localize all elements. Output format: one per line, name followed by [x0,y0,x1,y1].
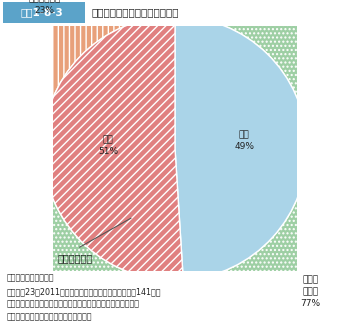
Text: 図表1-8-3: 図表1-8-3 [21,7,64,17]
FancyBboxPatch shape [3,2,85,23]
Text: 増加
49%: 増加 49% [234,131,254,152]
Text: 注：平成23（2011）年度に総合化事業計画を開始した141事業
　者について、取組から５年目における総合化事業関連の売上
　高と経常利益を計画認定申請時と比較: 注：平成23（2011）年度に総合化事業計画を開始した141事業 者について、取… [7,287,161,321]
Text: 売上高
の増加
77%: 売上高 の増加 77% [300,276,320,308]
Wedge shape [43,16,183,280]
Text: 売上高の減少
23%: 売上高の減少 23% [29,0,61,15]
Wedge shape [175,16,307,280]
Text: 認定事業者の売上高と経常利益: 認定事業者の売上高と経常利益 [91,7,178,17]
Text: 減少
51%: 減少 51% [98,135,118,156]
Wedge shape [0,0,175,132]
Text: うち経常利益: うち経常利益 [58,254,93,263]
Text: 資料：農林水産省作成: 資料：農林水産省作成 [7,273,55,282]
